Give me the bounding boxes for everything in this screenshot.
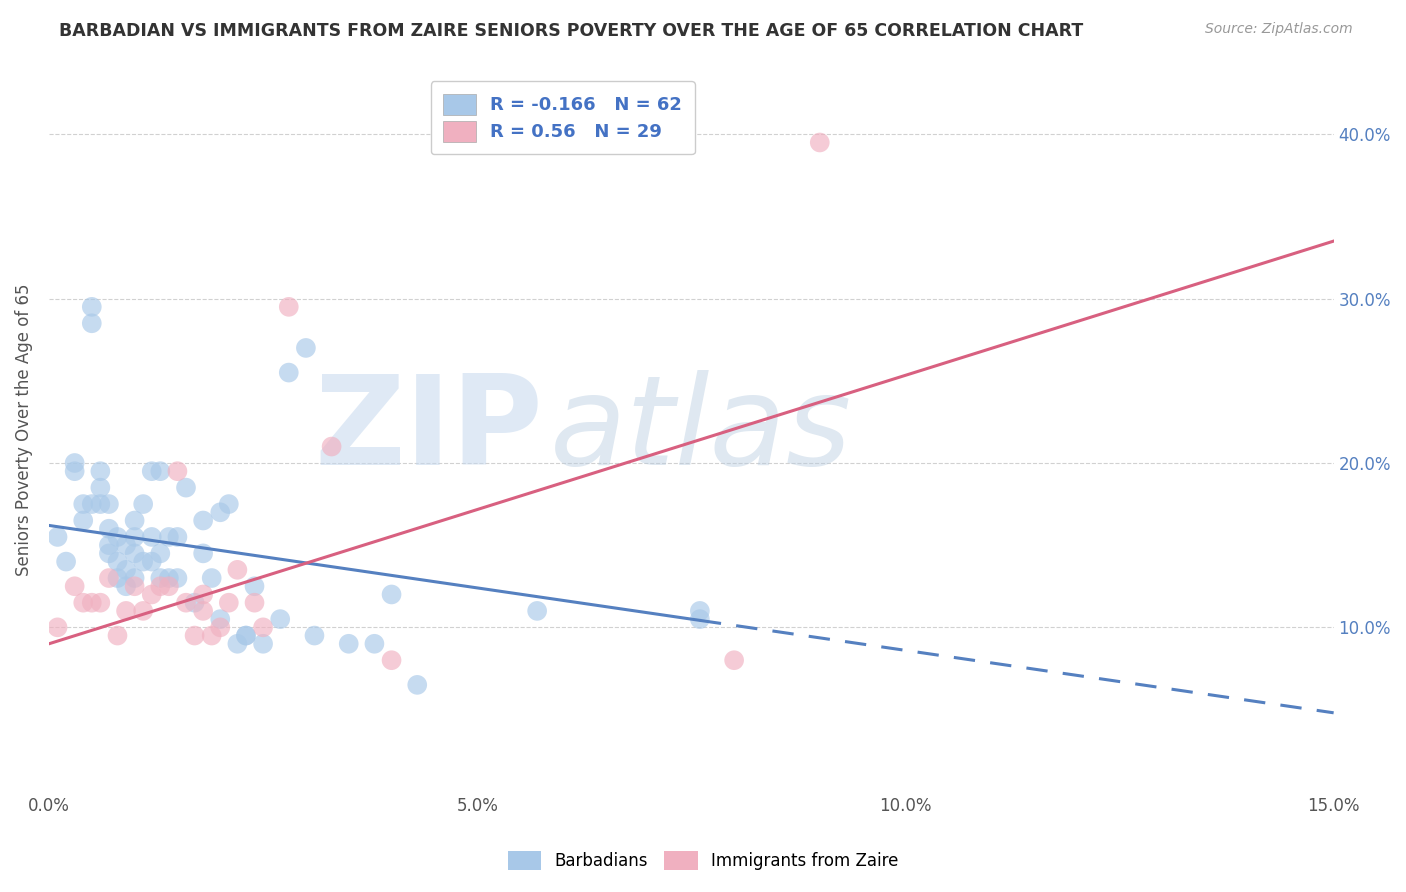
Point [124, 579, 146, 593]
Point [209, 612, 232, 626]
Point [55, 555, 77, 569]
Point [201, 571, 224, 585]
Point [235, 629, 257, 643]
Point [115, 604, 138, 618]
Point [191, 604, 214, 618]
Point [277, 300, 299, 314]
Point [115, 538, 138, 552]
Point [526, 604, 548, 618]
Point [209, 505, 232, 519]
Point [166, 464, 188, 478]
Point [304, 629, 326, 643]
Point [363, 637, 385, 651]
Point [107, 571, 129, 585]
Y-axis label: Seniors Poverty Over the Age of 65: Seniors Poverty Over the Age of 65 [15, 284, 32, 576]
Point [107, 629, 129, 643]
Legend: Barbadians, Immigrants from Zaire: Barbadians, Immigrants from Zaire [501, 844, 905, 877]
Point [63, 579, 86, 593]
Point [97, 522, 120, 536]
Point [97, 538, 120, 552]
Point [80, 497, 103, 511]
Point [80, 596, 103, 610]
Point [689, 612, 711, 626]
Point [89, 497, 111, 511]
Point [209, 620, 232, 634]
Text: BARBADIAN VS IMMIGRANTS FROM ZAIRE SENIORS POVERTY OVER THE AGE OF 65 CORRELATIO: BARBADIAN VS IMMIGRANTS FROM ZAIRE SENIO… [59, 22, 1083, 40]
Point [107, 555, 129, 569]
Point [277, 366, 299, 380]
Point [72, 514, 94, 528]
Point [191, 546, 214, 560]
Point [72, 596, 94, 610]
Point [380, 653, 402, 667]
Point [380, 587, 402, 601]
Point [149, 571, 172, 585]
Text: atlas: atlas [550, 369, 852, 491]
Point [72, 497, 94, 511]
Point [157, 571, 180, 585]
Point [89, 481, 111, 495]
Point [132, 497, 155, 511]
Point [80, 300, 103, 314]
Point [63, 464, 86, 478]
Legend: R = -0.166   N = 62, R = 0.56   N = 29: R = -0.166 N = 62, R = 0.56 N = 29 [430, 81, 695, 154]
Point [107, 530, 129, 544]
Point [166, 530, 188, 544]
Point [218, 596, 240, 610]
Point [149, 579, 172, 593]
Point [174, 596, 197, 610]
Point [141, 555, 163, 569]
Point [124, 530, 146, 544]
Point [689, 604, 711, 618]
Point [252, 620, 274, 634]
Point [97, 546, 120, 560]
Point [80, 316, 103, 330]
Point [115, 563, 138, 577]
Point [174, 481, 197, 495]
Point [183, 629, 205, 643]
Point [252, 637, 274, 651]
Point [141, 530, 163, 544]
Text: ZIP: ZIP [315, 369, 544, 491]
Point [166, 571, 188, 585]
Point [97, 497, 120, 511]
Point [269, 612, 291, 626]
Point [157, 579, 180, 593]
Point [226, 637, 249, 651]
Point [201, 629, 224, 643]
Point [46, 620, 69, 634]
Point [191, 587, 214, 601]
Point [97, 571, 120, 585]
Point [191, 514, 214, 528]
Point [46, 530, 69, 544]
Point [132, 604, 155, 618]
Point [124, 514, 146, 528]
Point [183, 596, 205, 610]
Point [141, 464, 163, 478]
Point [406, 678, 429, 692]
Point [243, 596, 266, 610]
Point [808, 136, 831, 150]
Point [89, 464, 111, 478]
Point [124, 571, 146, 585]
Point [157, 530, 180, 544]
Point [226, 563, 249, 577]
Point [295, 341, 318, 355]
Point [321, 440, 343, 454]
Point [723, 653, 745, 667]
Point [141, 587, 163, 601]
Point [89, 596, 111, 610]
Point [63, 456, 86, 470]
Point [132, 555, 155, 569]
Text: Source: ZipAtlas.com: Source: ZipAtlas.com [1205, 22, 1353, 37]
Point [218, 497, 240, 511]
Point [124, 546, 146, 560]
Point [337, 637, 360, 651]
Point [115, 579, 138, 593]
Point [243, 579, 266, 593]
Point [235, 629, 257, 643]
Point [149, 464, 172, 478]
Point [149, 546, 172, 560]
